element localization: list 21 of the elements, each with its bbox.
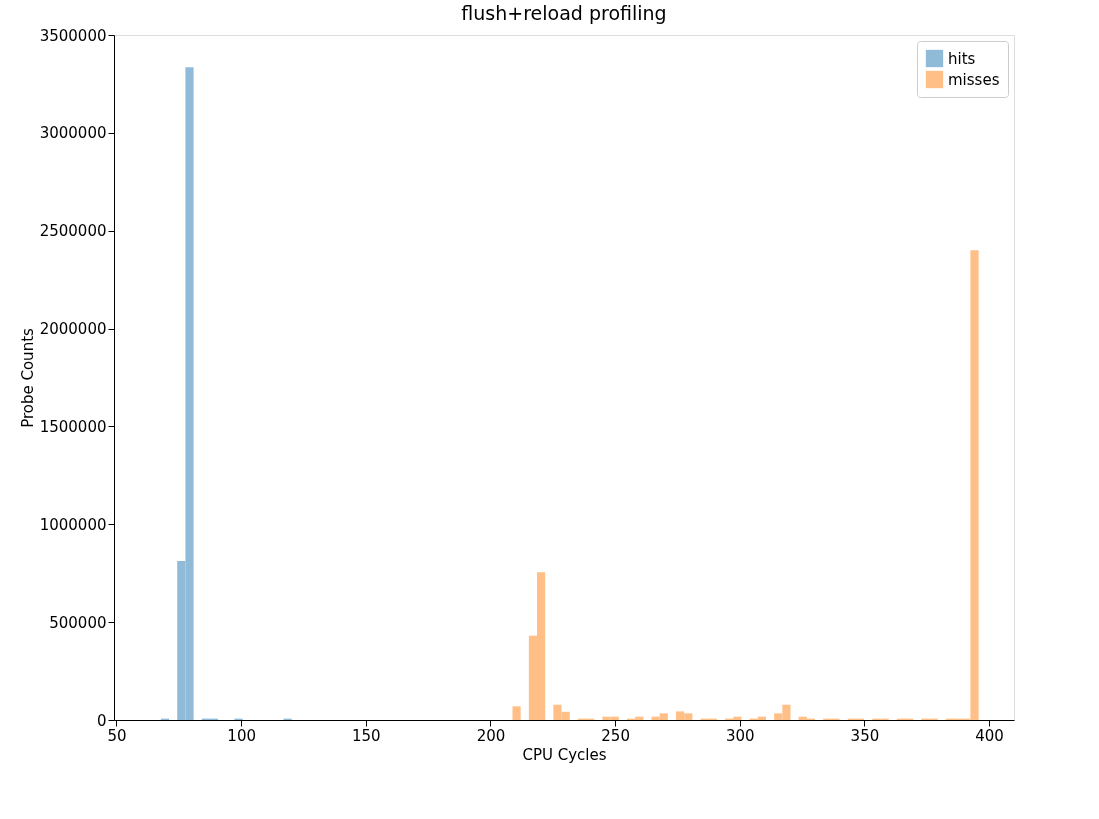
x-tick-label: 300 — [725, 726, 755, 745]
y-tick-label: 3500000 — [39, 26, 107, 45]
x-tick-label: 50 — [107, 726, 127, 745]
x-tick-label: 250 — [601, 726, 630, 745]
y-tick-label: 0 — [96, 711, 107, 730]
x-axis-title: CPU Cycles — [522, 745, 607, 764]
x-tick-label: 100 — [227, 726, 256, 745]
y-tick-label: 2000000 — [39, 320, 107, 339]
x-tick-label: 150 — [351, 726, 381, 745]
x-tick-label: 350 — [850, 726, 880, 745]
legend-label: misses — [948, 70, 1000, 89]
legend-label: hits — [948, 49, 976, 68]
chart-title: flush+reload profiling — [461, 2, 667, 24]
x-tick-label: 200 — [476, 726, 506, 745]
y-tick-label: 2500000 — [39, 222, 107, 241]
y-tick-label: 1000000 — [39, 515, 107, 534]
y-tick-label: 500000 — [49, 613, 107, 632]
x-tick-label: 400 — [975, 726, 1004, 745]
y-tick-label: 1500000 — [39, 417, 107, 436]
y-axis-title: Probe Counts — [18, 327, 37, 428]
y-tick-label: 3000000 — [39, 124, 107, 143]
